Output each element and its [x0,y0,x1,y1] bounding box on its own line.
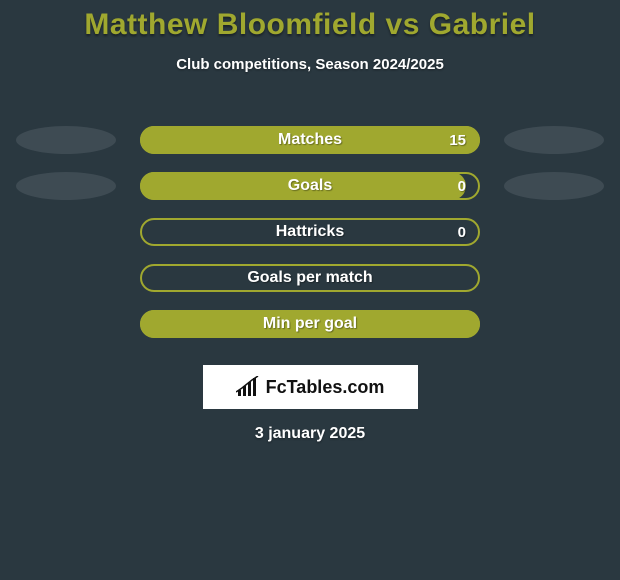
stat-bar-label: Hattricks [276,223,344,241]
stat-row: Goals per match [0,255,620,301]
date-text: 3 january 2025 [0,425,620,443]
stat-bar-label: Goals [288,177,332,195]
stat-row: Min per goal [0,301,620,347]
page-subtitle: Club competitions, Season 2024/2025 [0,56,620,73]
right-spacer [504,218,604,246]
stat-row: Goals 0 [0,163,620,209]
logo-box: FcTables.com [203,365,418,409]
left-spacer [16,218,116,246]
stat-bar: Goals per match [140,264,480,292]
stat-bar-value: 0 [458,224,466,241]
right-blob [504,172,604,200]
right-spacer [504,310,604,338]
stat-bar-value: 0 [458,178,466,195]
left-spacer [16,264,116,292]
left-spacer [16,310,116,338]
right-blob [504,126,604,154]
stat-bar: Hattricks 0 [140,218,480,246]
stat-rows: Matches 15 Goals 0 Hattricks 0 Goals per match… [0,117,620,347]
left-blob [16,126,116,154]
left-blob [16,172,116,200]
stat-bar: Matches 15 [140,126,480,154]
stat-bar-value: 15 [449,132,466,149]
logo-text: FcTables.com [266,377,385,398]
stat-bar: Goals 0 [140,172,480,200]
stat-bar-label: Goals per match [247,269,372,287]
stat-bar: Min per goal [140,310,480,338]
stat-bar-label: Matches [278,131,342,149]
page-title: Matthew Bloomfield vs Gabriel [0,0,620,42]
stat-bar-label: Min per goal [263,315,357,333]
right-spacer [504,264,604,292]
stat-row: Matches 15 [0,117,620,163]
chart-icon [236,376,260,398]
stat-row: Hattricks 0 [0,209,620,255]
